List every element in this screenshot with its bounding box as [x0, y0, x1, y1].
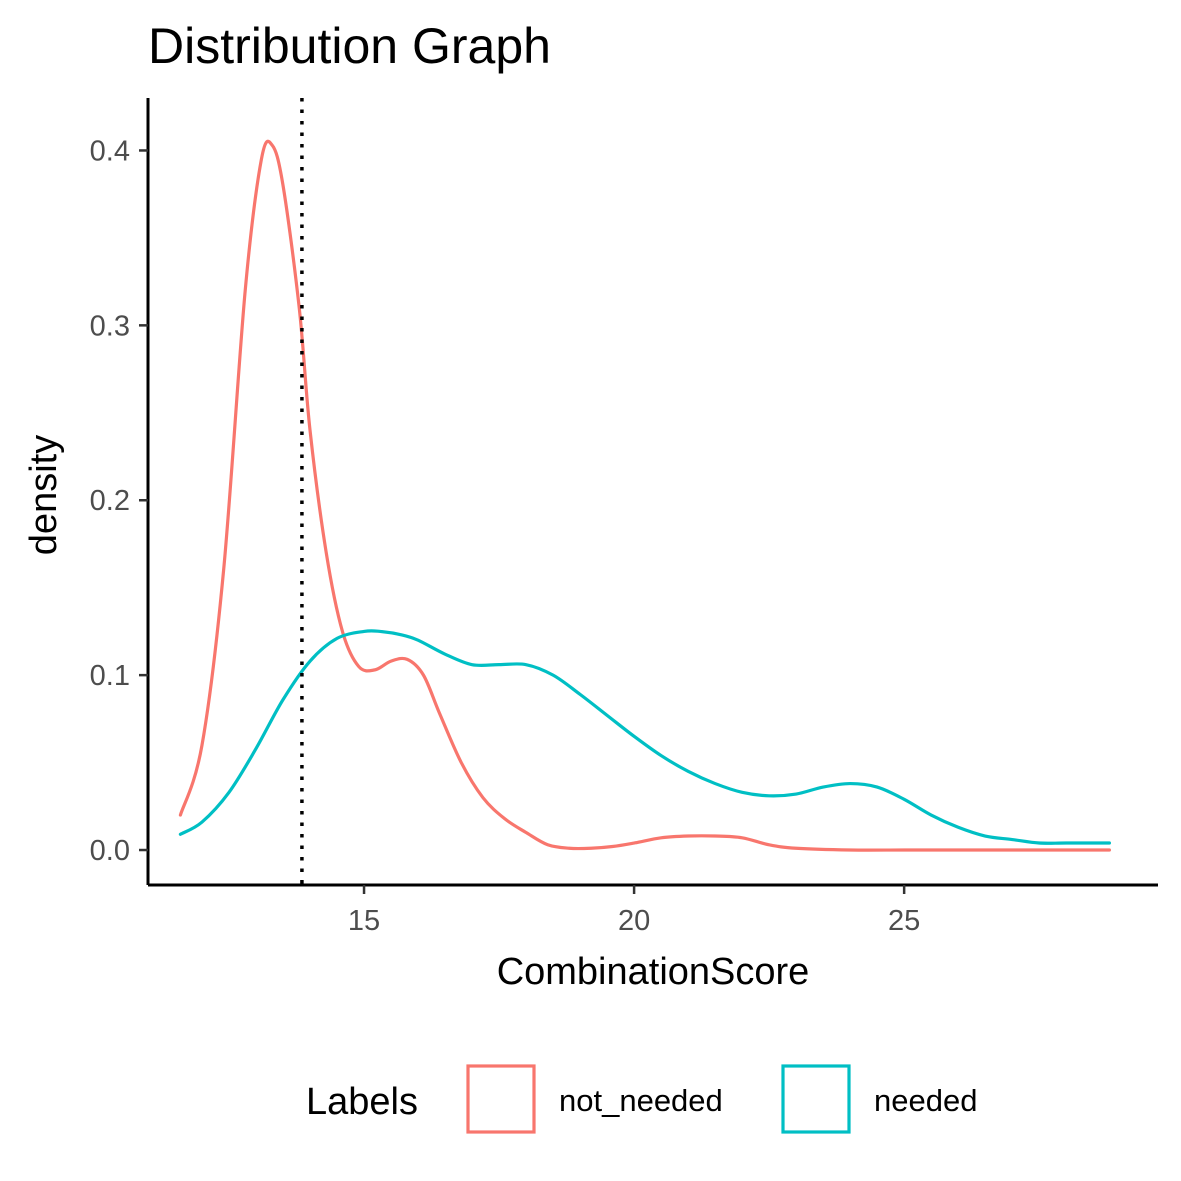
y-axis-title: density	[23, 435, 65, 555]
y-tick-label: 0.0	[90, 835, 130, 867]
legend-key-needed	[781, 1064, 851, 1134]
x-ticks: 15 20 25	[348, 885, 920, 937]
x-tick-label: 15	[348, 905, 380, 937]
legend: Labels not_needed needed	[306, 1064, 977, 1134]
y-tick-label: 0.2	[90, 485, 130, 517]
plot-area	[178, 98, 1111, 885]
y-tick-label: 0.4	[90, 135, 130, 167]
x-tick-label: 20	[618, 905, 650, 937]
y-tick-label: 0.1	[90, 660, 130, 692]
y-ticks: 0.0 0.1 0.2 0.3 0.4	[90, 135, 148, 867]
legend-key-not-needed	[466, 1064, 536, 1134]
series-line-needed	[178, 629, 1111, 845]
legend-title: Labels	[306, 1081, 418, 1123]
chart-title: Distribution Graph	[148, 18, 551, 74]
y-tick-label: 0.3	[90, 310, 130, 342]
series-line-not-needed	[178, 139, 1111, 852]
legend-label-not-needed: not_needed	[559, 1083, 723, 1118]
x-tick-label: 25	[888, 905, 920, 937]
legend-label-needed: needed	[874, 1083, 977, 1118]
x-axis-title: CombinationScore	[497, 951, 810, 993]
